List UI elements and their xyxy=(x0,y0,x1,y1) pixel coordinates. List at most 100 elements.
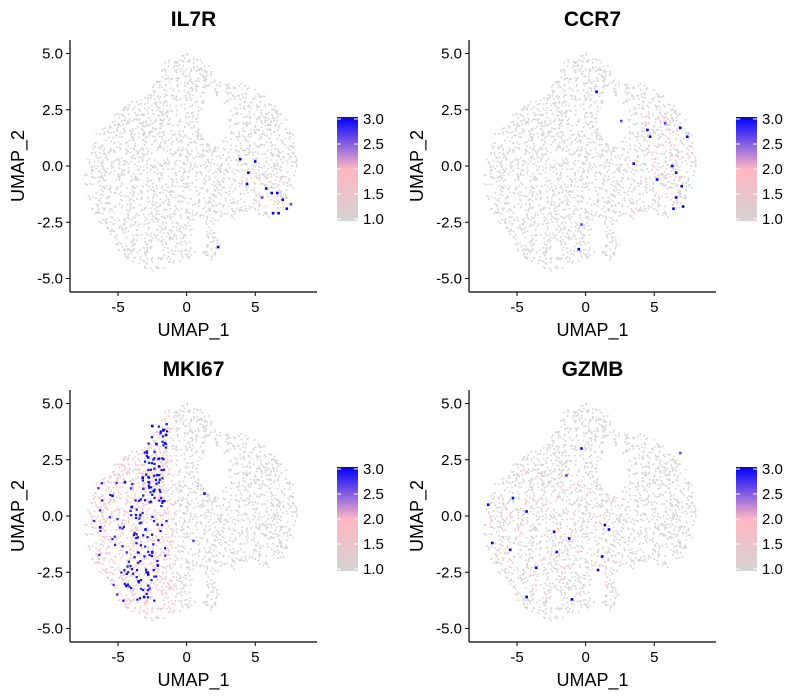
cell-point xyxy=(569,137,571,139)
cell-point xyxy=(135,214,137,217)
cell-point xyxy=(124,603,126,606)
cell-point xyxy=(580,176,582,178)
cell-point xyxy=(246,181,249,183)
cell-point xyxy=(219,164,222,166)
cell-point xyxy=(89,162,91,165)
cell-point xyxy=(545,249,547,251)
cell-point xyxy=(230,92,232,94)
cell-point xyxy=(505,157,507,159)
cell-point xyxy=(580,185,583,188)
cell-point xyxy=(685,197,687,199)
cell-point xyxy=(169,236,171,238)
cell-point xyxy=(204,86,207,89)
cell-point xyxy=(204,69,206,71)
cell-point xyxy=(668,128,670,130)
cell-point xyxy=(258,515,260,518)
cell-point xyxy=(281,196,284,198)
cell-point xyxy=(558,191,560,194)
cell-point xyxy=(637,156,640,158)
cell-point xyxy=(160,258,163,260)
cell-point xyxy=(614,196,616,198)
cell-point xyxy=(288,149,291,151)
cell-point xyxy=(536,193,538,195)
cell-point xyxy=(548,130,551,132)
cell-point xyxy=(556,257,558,260)
cell-point xyxy=(162,454,165,457)
cell-point xyxy=(151,130,154,133)
cell-point xyxy=(121,227,123,229)
cell-point xyxy=(565,116,568,118)
cell-point xyxy=(570,185,573,187)
cell-point xyxy=(295,157,298,159)
cell-point xyxy=(118,193,120,195)
cell-point xyxy=(131,592,133,595)
cell-point xyxy=(185,75,188,77)
cell-point xyxy=(180,230,182,233)
cell-point xyxy=(151,269,154,272)
cell-point xyxy=(256,128,258,131)
cell-point xyxy=(102,168,104,171)
cell-point xyxy=(596,80,599,83)
cell-point xyxy=(272,167,275,169)
cell-point xyxy=(159,123,162,125)
cell-point xyxy=(233,217,235,220)
cell-point xyxy=(127,214,130,217)
cell-point xyxy=(189,182,192,184)
cell-point xyxy=(161,522,163,525)
cell-point xyxy=(675,109,677,112)
cell-point xyxy=(602,178,605,180)
cell-point xyxy=(612,163,614,165)
cell-point xyxy=(177,209,180,211)
cell-point xyxy=(509,132,512,134)
cell-point xyxy=(577,63,580,66)
cell-point xyxy=(517,227,520,230)
cell-point xyxy=(596,79,599,81)
cell-point xyxy=(94,146,96,148)
cell-point xyxy=(205,175,207,177)
cell-point xyxy=(143,557,146,559)
cell-point xyxy=(234,186,237,189)
cell-point xyxy=(235,458,238,460)
cell-point xyxy=(609,229,611,231)
cell-point xyxy=(483,183,486,185)
cell-point xyxy=(277,127,280,129)
cell-point xyxy=(166,189,168,192)
cell-point xyxy=(189,234,192,236)
cell-point xyxy=(532,177,535,180)
cell-point xyxy=(143,165,145,168)
cell-point xyxy=(643,154,646,157)
cell-point xyxy=(570,183,573,186)
cell-point xyxy=(632,210,635,212)
cell-point xyxy=(196,132,198,135)
cell-point xyxy=(214,88,216,91)
cell-point xyxy=(265,466,268,469)
cell-point xyxy=(95,203,98,206)
cell-point xyxy=(490,144,493,147)
cell-point xyxy=(487,196,490,199)
cell-point xyxy=(603,205,605,208)
cell-point xyxy=(182,65,184,67)
cell-point xyxy=(91,144,94,147)
cell-point xyxy=(130,530,132,532)
cell-point xyxy=(539,102,541,105)
cell-point xyxy=(641,123,644,125)
cell-point xyxy=(535,153,538,156)
cell-point xyxy=(567,200,569,203)
cell-point xyxy=(257,192,259,195)
cell-point xyxy=(282,181,285,184)
cell-point xyxy=(188,123,190,126)
cell-point xyxy=(243,201,246,203)
cell-point xyxy=(675,185,678,188)
cell-point xyxy=(255,172,257,175)
cell-point xyxy=(517,219,519,222)
cell-point xyxy=(569,130,572,132)
cell-point xyxy=(242,122,245,124)
cell-point xyxy=(565,189,567,192)
cell-point xyxy=(107,202,109,205)
cell-point xyxy=(130,136,133,139)
cell-point xyxy=(645,181,648,183)
cell-point xyxy=(575,181,577,183)
cell-point xyxy=(227,83,230,86)
cell-point xyxy=(296,159,298,161)
cell-point xyxy=(551,186,553,189)
